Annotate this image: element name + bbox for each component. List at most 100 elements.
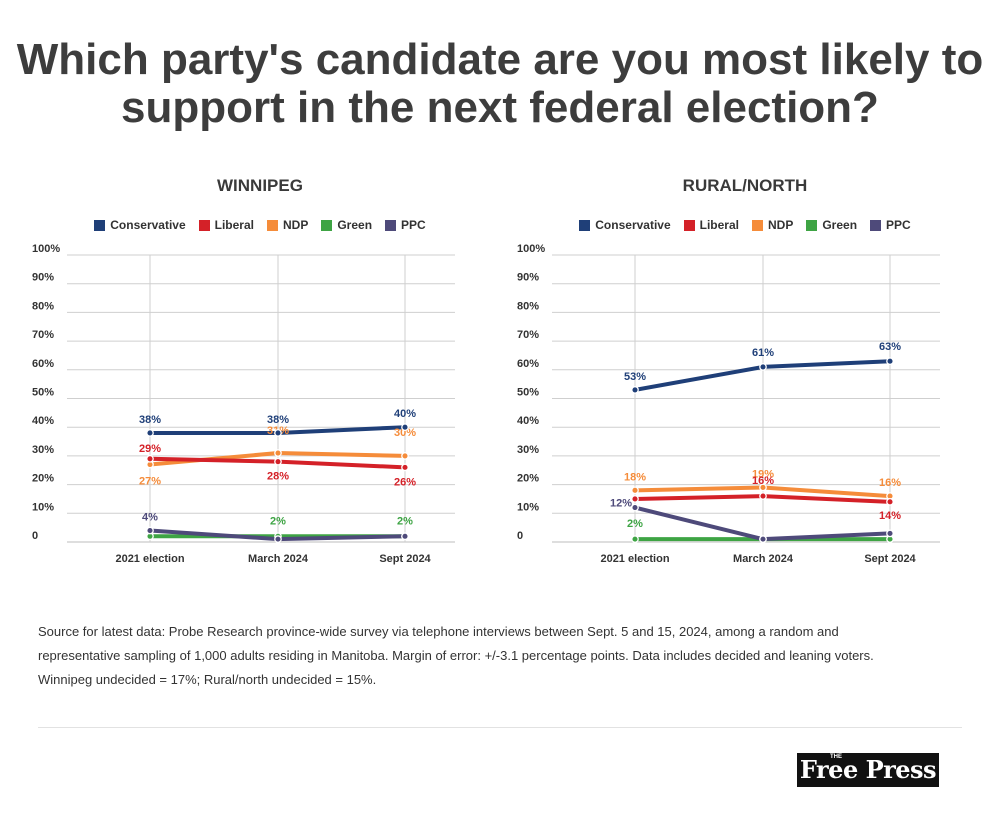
chart-rural-north: RURAL/NORTH Conservative Liberal NDP Gre…: [505, 170, 985, 590]
y-tick-label: 0: [32, 530, 38, 542]
data-label: 38%: [139, 414, 161, 426]
chart-title: RURAL/NORTH: [682, 176, 808, 195]
data-point: [274, 449, 282, 457]
data-label: 2%: [397, 515, 413, 527]
legend-item-ndp: NDP: [752, 218, 793, 232]
data-label: 27%: [139, 476, 161, 488]
legend-item-liberal: Liberal: [198, 218, 254, 232]
footnote-line: Source for latest data: Probe Research p…: [38, 624, 839, 639]
legend-swatch: [267, 219, 278, 231]
free-press-logo: THE Free Press: [797, 753, 939, 787]
y-tick-label: 80%: [517, 300, 539, 312]
y-tick-label: 20%: [517, 473, 539, 485]
data-label: 12%: [610, 498, 632, 510]
legend-label: Liberal: [214, 218, 254, 232]
data-point: [274, 429, 282, 437]
data-point: [886, 357, 894, 366]
y-tick-label: 70%: [32, 329, 54, 341]
x-tick-label: Sept 2024: [379, 553, 431, 565]
x-tick-label: March 2024: [248, 553, 309, 565]
data-label: 53%: [624, 371, 646, 383]
legend-label: Conservative: [110, 218, 186, 232]
data-label: 29%: [139, 443, 161, 455]
data-label: 30%: [394, 427, 416, 439]
legend-swatch: [870, 219, 882, 231]
x-tick-label: Sept 2024: [864, 553, 916, 565]
data-label: 38%: [267, 414, 289, 426]
legend-swatch: [806, 219, 818, 231]
data-label: 40%: [394, 408, 416, 420]
data-label: 16%: [752, 475, 774, 487]
data-point: [401, 532, 409, 541]
legend: Conservative Liberal NDP Green PPC: [20, 218, 500, 232]
data-label: 4%: [142, 512, 158, 524]
data-label: 19%: [752, 468, 774, 480]
legend-item-liberal: Liberal: [683, 218, 739, 232]
legend-swatch: [752, 219, 763, 231]
y-tick-label: 100%: [32, 243, 60, 255]
legend-swatch: [94, 219, 106, 231]
data-point: [631, 386, 639, 394]
data-point: [146, 429, 154, 437]
legend-swatch: [321, 219, 333, 231]
legend-label: Liberal: [699, 218, 739, 232]
data-point: [274, 457, 282, 466]
divider: [38, 727, 962, 728]
data-label: 18%: [624, 471, 646, 483]
plot-area: 0 10% 20% 30% 40% 50% 60% 70% 80% 90% 100% 2021 ele…: [32, 243, 455, 565]
data-point: [274, 535, 282, 543]
chart-title: WINNIPEG: [217, 176, 303, 195]
y-tick-label: 30%: [517, 444, 539, 456]
data-point: [886, 529, 894, 538]
data-label: 14%: [879, 510, 901, 522]
chart-winnipeg: WINNIPEG Conservative Liberal NDP Green …: [20, 170, 500, 590]
y-tick-label: 0: [517, 530, 523, 542]
y-tick-label: 100%: [517, 243, 545, 255]
logo-main-text: Free Press: [799, 755, 937, 784]
legend-label: NDP: [768, 218, 794, 232]
legend-label: Green: [822, 218, 858, 232]
data-point: [631, 486, 639, 495]
data-point: [759, 492, 767, 500]
y-tick-label: 10%: [32, 501, 54, 513]
footnote-line: Winnipeg undecided = 17%; Rural/north un…: [38, 672, 377, 687]
legend-swatch: [385, 219, 397, 231]
legend-item-ppc: PPC: [385, 218, 426, 232]
data-point: [886, 497, 894, 506]
legend-item-conservative: Conservative: [579, 218, 671, 232]
legend-swatch: [579, 219, 591, 231]
data-label: 28%: [267, 471, 289, 483]
data-point: [401, 452, 409, 460]
data-label: 16%: [879, 477, 901, 489]
legend-item-ndp: NDP: [267, 218, 308, 232]
legend-item-green: Green: [806, 218, 857, 232]
x-tick-label: 2021 election: [115, 553, 184, 565]
data-label: 61%: [752, 347, 774, 359]
y-tick-label: 10%: [517, 501, 539, 513]
y-tick-label: 20%: [32, 473, 54, 485]
data-point: [401, 463, 409, 472]
legend-label: NDP: [283, 218, 309, 232]
y-tick-label: 60%: [517, 358, 539, 370]
legend-swatch: [198, 219, 210, 231]
data-point: [759, 363, 767, 371]
legend-label: PPC: [886, 218, 911, 232]
x-tick-label: March 2024: [733, 553, 794, 565]
data-label: 2%: [270, 515, 286, 527]
page-title: Which party's candidate are you most lik…: [16, 35, 984, 132]
y-tick-label: 90%: [32, 272, 54, 284]
legend-item-conservative: Conservative: [94, 218, 186, 232]
data-point: [146, 454, 154, 463]
legend-item-green: Green: [321, 218, 372, 232]
source-footnote: Source for latest data: Probe Research p…: [38, 620, 968, 692]
data-point: [631, 503, 639, 512]
x-tick-label: 2021 election: [600, 553, 669, 565]
y-tick-label: 60%: [32, 358, 54, 370]
legend-label: PPC: [401, 218, 426, 232]
data-label: 63%: [879, 341, 901, 353]
y-tick-label: 80%: [32, 300, 54, 312]
data-point: [759, 535, 767, 543]
y-tick-label: 70%: [517, 329, 539, 341]
legend-label: Green: [337, 218, 373, 232]
plot-area: 0 10% 20% 30% 40% 50% 60% 70% 80% 90% 100% 2021 ele…: [517, 243, 940, 565]
